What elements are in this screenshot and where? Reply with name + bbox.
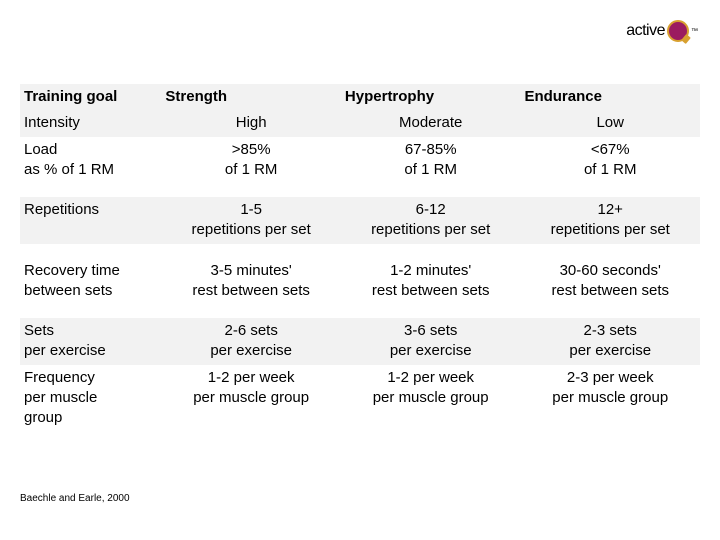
cell-value: Hypertrophy — [341, 84, 521, 110]
citation: Baechle and Earle, 2000 — [20, 493, 130, 504]
trademark-symbol: ™ — [691, 28, 698, 35]
table-row: Recovery timebetween sets3-5 minutes'res… — [20, 258, 700, 305]
cell-value: 6-12repetitions per set — [341, 197, 521, 244]
spacer-row — [20, 183, 700, 197]
brand-text: active — [626, 22, 665, 40]
cell-value: 12+repetitions per set — [520, 197, 700, 244]
table-row: Frequencyper musclegroup1-2 per weekper … — [20, 365, 700, 432]
q-icon — [667, 20, 689, 42]
cell-value: Moderate — [341, 110, 521, 136]
row-label: Training goal — [20, 84, 161, 110]
row-label: Repetitions — [20, 197, 161, 244]
cell-value: <67%of 1 RM — [520, 137, 700, 184]
cell-value: 1-2 per weekper muscle group — [161, 365, 341, 432]
cell-value: 2-6 setsper exercise — [161, 318, 341, 365]
brand-logo: active ™ — [626, 20, 698, 42]
row-label: Intensity — [20, 110, 161, 136]
table-row: IntensityHighModerateLow — [20, 110, 700, 136]
table-header-row: Training goalStrengthHypertrophyEnduranc… — [20, 84, 700, 110]
cell-value: Low — [520, 110, 700, 136]
cell-value: >85%of 1 RM — [161, 137, 341, 184]
table-row: Repetitions1-5repetitions per set6-12rep… — [20, 197, 700, 244]
row-label: Loadas % of 1 RM — [20, 137, 161, 184]
cell-value: Endurance — [520, 84, 700, 110]
row-label: Frequencyper musclegroup — [20, 365, 161, 432]
table: Training goalStrengthHypertrophyEnduranc… — [20, 84, 700, 431]
brand-mark — [667, 20, 689, 42]
cell-value: 2-3 per weekper muscle group — [520, 365, 700, 432]
cell-value: 1-5repetitions per set — [161, 197, 341, 244]
cell-value: Strength — [161, 84, 341, 110]
cell-value: 1-2 per weekper muscle group — [341, 365, 521, 432]
spacer-row — [20, 304, 700, 318]
table-row: Setsper exercise2-6 setsper exercise3-6 … — [20, 318, 700, 365]
cell-value: 30-60 seconds'rest between sets — [520, 258, 700, 305]
cell-value: 3-6 setsper exercise — [341, 318, 521, 365]
table-body: Training goalStrengthHypertrophyEnduranc… — [20, 84, 700, 431]
cell-value: 67-85%of 1 RM — [341, 137, 521, 184]
cell-value: 1-2 minutes'rest between sets — [341, 258, 521, 305]
row-label: Recovery timebetween sets — [20, 258, 161, 305]
cell-value: 3-5 minutes'rest between sets — [161, 258, 341, 305]
cell-value: 2-3 setsper exercise — [520, 318, 700, 365]
spacer-row — [20, 244, 700, 258]
cell-value: High — [161, 110, 341, 136]
table-row: Loadas % of 1 RM>85%of 1 RM67-85%of 1 RM… — [20, 137, 700, 184]
training-table: Training goalStrengthHypertrophyEnduranc… — [20, 84, 700, 431]
row-label: Setsper exercise — [20, 318, 161, 365]
